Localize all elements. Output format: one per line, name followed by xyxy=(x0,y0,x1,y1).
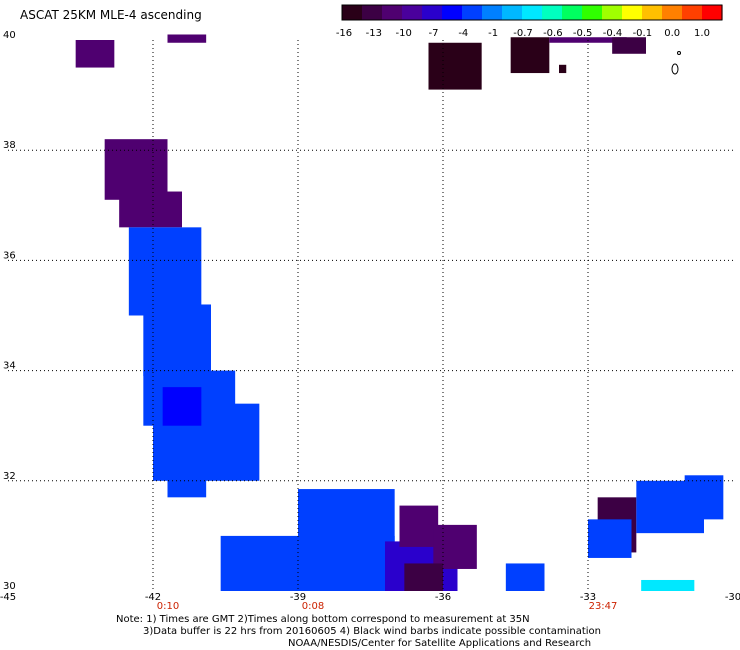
colorbar-label: -16 xyxy=(336,28,352,39)
map-title: ASCAT 25KM MLE-4 ascending xyxy=(20,8,202,22)
data-cell xyxy=(167,475,207,498)
colorbar-segment xyxy=(422,5,443,20)
island-outline xyxy=(671,63,679,75)
data-cell xyxy=(75,40,115,68)
colorbar-segment xyxy=(402,5,423,20)
data-cell xyxy=(128,227,202,316)
colorbar-label: -0.1 xyxy=(633,28,653,39)
data-cell xyxy=(641,579,695,591)
data-cell xyxy=(433,524,477,569)
note-line-1: Note: 1) Times are GMT 2)Times along bot… xyxy=(116,614,530,625)
data-cell xyxy=(404,563,443,591)
lon-label: -45 xyxy=(0,592,16,603)
colorbar-label: -13 xyxy=(366,28,382,39)
lon-label: -39 xyxy=(290,592,306,603)
colorbar-segment xyxy=(702,5,723,20)
lat-label: 32 xyxy=(3,471,16,482)
colorbar-segment xyxy=(602,5,623,20)
colorbar-segment xyxy=(502,5,523,20)
colorbar-label: -0.4 xyxy=(603,28,623,39)
lat-label: 36 xyxy=(3,250,16,261)
colorbar-segment xyxy=(642,5,663,20)
colorbar-label: -1 xyxy=(488,28,498,39)
data-cell xyxy=(298,489,395,542)
data-cell xyxy=(428,42,482,90)
colorbar-segment xyxy=(542,5,563,20)
colorbar-segment xyxy=(482,5,503,20)
lat-label: 40 xyxy=(3,30,16,41)
lon-label: -36 xyxy=(435,592,451,603)
colorbar-segment xyxy=(462,5,483,20)
colorbar-label: -0.5 xyxy=(573,28,593,39)
lon-label: -42 xyxy=(145,592,161,603)
colorbar-segment xyxy=(662,5,683,20)
lat-label: 38 xyxy=(3,140,16,151)
data-cell xyxy=(143,304,211,377)
colorbar-segment xyxy=(362,5,383,20)
colorbar-segment xyxy=(582,5,603,20)
lat-label: 30 xyxy=(3,581,16,592)
colorbar-label: 1.0 xyxy=(694,28,710,39)
data-cell xyxy=(220,535,395,591)
colorbar: -16 -13 -10 -7 -4 -1 -0.7 -0.6 -0.5 -0.4 -0.1 0.0 1.… xyxy=(336,4,723,39)
data-cell xyxy=(399,505,439,547)
time-label: 23:47 xyxy=(589,601,618,612)
colorbar-label: -0.7 xyxy=(513,28,533,39)
lon-label: -30 xyxy=(725,592,740,603)
data-cell xyxy=(162,387,202,426)
note-line-3: NOAA/NESDIS/Center for Satellite Applica… xyxy=(288,638,592,649)
data-cell xyxy=(119,191,182,228)
note-line-2: 3)Data buffer is 22 hrs from 20160605 4)… xyxy=(143,626,601,637)
data-cell xyxy=(167,34,207,43)
colorbar-frame xyxy=(341,4,723,21)
data-cell xyxy=(612,37,646,54)
colorbar-label: -7 xyxy=(429,28,439,39)
data-cell xyxy=(684,475,724,520)
colorbar-label: -0.6 xyxy=(543,28,563,39)
colorbar-label: -10 xyxy=(395,28,411,39)
colorbar-segment xyxy=(342,5,363,20)
time-label: 0:10 xyxy=(157,601,179,612)
data-cell xyxy=(510,37,550,74)
lat-label: 34 xyxy=(3,361,16,372)
colorbar-segment xyxy=(562,5,583,20)
colorbar-segment xyxy=(382,5,403,20)
data-cell xyxy=(505,563,545,591)
lon-label: -33 xyxy=(580,592,596,603)
colorbar-segment xyxy=(682,5,703,20)
island-outline xyxy=(677,51,681,55)
colorbar-segment xyxy=(622,5,643,20)
data-cell xyxy=(104,139,168,200)
time-label: 0:08 xyxy=(302,601,324,612)
data-cell xyxy=(588,519,632,558)
colorbar-segment xyxy=(522,5,543,20)
colorbar-segment xyxy=(442,5,463,20)
colorbar-label: 0.0 xyxy=(664,28,680,39)
colorbar-label: -4 xyxy=(458,28,468,39)
data-cell xyxy=(559,64,567,74)
